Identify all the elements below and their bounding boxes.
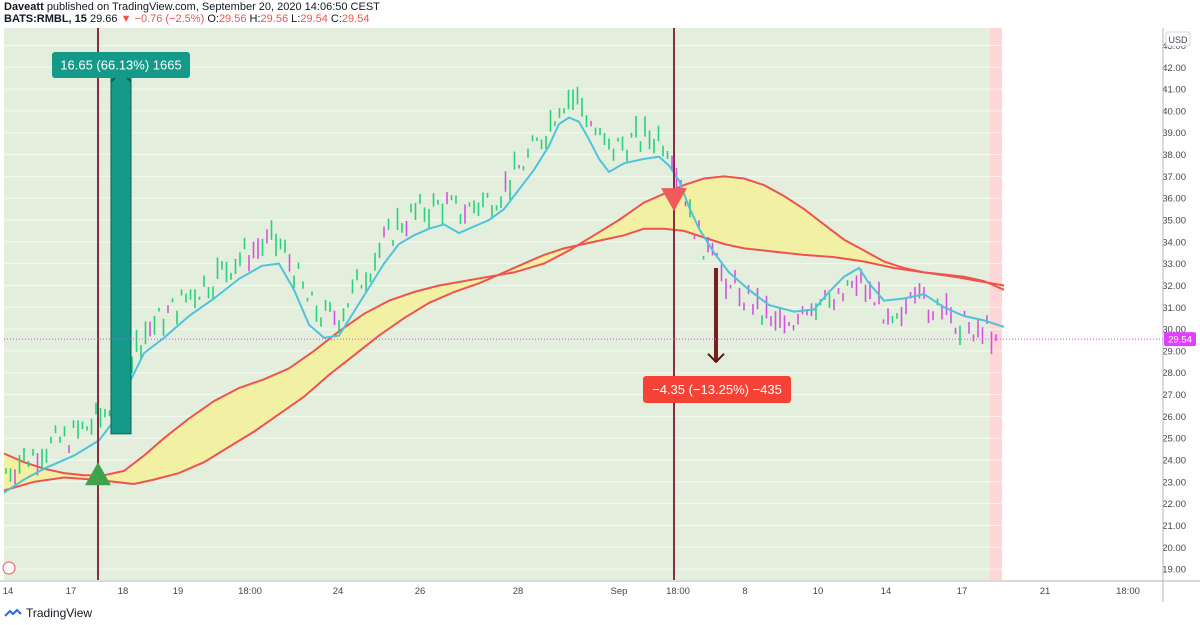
- y-tick-label: 34.00: [1162, 237, 1186, 248]
- upper-line: [3, 175, 1005, 477]
- publish-line: Daveatt published on TradingView.com, Se…: [4, 1, 380, 13]
- short-label-text: −4.35 (−13.25%) −435: [652, 382, 782, 397]
- x-tick-label: 21: [1040, 586, 1051, 597]
- y-tick-label: 30.00: [1162, 325, 1186, 336]
- tradingview-brand[interactable]: TradingView: [4, 606, 92, 620]
- y-tick-label: 20.00: [1162, 543, 1186, 554]
- cloud-fill: [4, 176, 1004, 491]
- y-tick-label: 23.00: [1162, 477, 1186, 488]
- y-tick-label: 26.00: [1162, 412, 1186, 423]
- y-tick-label: 28.00: [1162, 368, 1186, 379]
- long-label-text: 16.65 (66.13%) 1665: [60, 58, 181, 73]
- event-marker-icon: [2, 561, 16, 575]
- x-tick-label: 18:00: [1116, 586, 1140, 597]
- symbol-line: BATS:RMBL, 15 29.66 ▼ −0.76 (−2.5%) O:29…: [4, 13, 369, 25]
- y-tick-label: 37.00: [1162, 172, 1186, 183]
- last-price-tag: [1164, 332, 1196, 347]
- price-change: −0.76 (−2.5%): [134, 13, 205, 25]
- axes: 19.00 20.00 21.00 22.00 23.00 24.00 25.00 26.00…: [0, 28, 1200, 602]
- y-tick-label: 38.00: [1162, 150, 1186, 161]
- y-tick-label: 40.00: [1162, 106, 1186, 117]
- y-tick-label: 33.00: [1162, 259, 1186, 270]
- y-tick-label: 31.00: [1162, 303, 1186, 314]
- x-tick-label: 26: [415, 586, 426, 597]
- high-label: H:: [249, 13, 261, 25]
- fast-line: [3, 116, 1005, 494]
- y-tick-label: 41.00: [1162, 85, 1186, 96]
- low-value: 29.54: [300, 13, 328, 25]
- last-price-text: 29.54: [1168, 335, 1192, 346]
- x-tick-label: 8: [742, 586, 747, 597]
- open-value: 29.56: [218, 13, 247, 25]
- tradingview-logo-icon: [4, 608, 22, 617]
- publisher-name[interactable]: Daveatt: [4, 1, 44, 13]
- grid: [4, 44, 1163, 570]
- buy-marker-icon: [85, 462, 111, 486]
- y-tick-label: 35.00: [1162, 216, 1186, 227]
- high-value: 29.56: [260, 13, 289, 25]
- x-tick-label: 17: [957, 586, 968, 597]
- x-tick-label: Sep: [611, 586, 628, 597]
- exit-zone: [990, 28, 1002, 580]
- y-tick-label: 24.00: [1162, 456, 1186, 467]
- long-label-box: [52, 52, 190, 78]
- x-tick-label: 19: [173, 586, 184, 597]
- currency-label: USD: [1168, 35, 1188, 45]
- short-label-box: [643, 376, 791, 403]
- down-arrow-icon: ▼: [120, 13, 132, 25]
- x-tick-label: 14: [3, 586, 14, 597]
- y-tick-label: 29.00: [1162, 346, 1186, 357]
- low-label: L:: [291, 13, 301, 25]
- brand-name: TradingView: [26, 606, 93, 620]
- symbol-name: BATS:RMBL, 15: [4, 13, 87, 25]
- x-tick-label: 14: [881, 586, 892, 597]
- open-label: O:: [207, 13, 219, 25]
- close-label: C:: [330, 13, 342, 25]
- x-tick-label: 18: [118, 586, 129, 597]
- x-tick-label: 28: [513, 586, 524, 597]
- y-tick-label: 19.00: [1162, 565, 1186, 576]
- y-tick-label: 36.00: [1162, 194, 1186, 205]
- x-tick-label: 17: [66, 586, 77, 597]
- y-tick-label: 39.00: [1162, 128, 1186, 139]
- cloud-band: [3, 175, 1005, 492]
- y-tick-label: 27.00: [1162, 390, 1186, 401]
- long-profit-bar: [110, 71, 132, 435]
- trade-annotations: 16.65 (66.13%) 1665 −4.35 (−13.25%) −435: [52, 28, 791, 580]
- y-tick-label: 21.00: [1162, 521, 1186, 532]
- last-price: 29.66: [89, 13, 118, 25]
- y-tick-label: 32.00: [1162, 281, 1186, 292]
- publish-info: published on TradingView.com, September …: [46, 1, 380, 13]
- currency-box: [1165, 31, 1191, 47]
- y-tick-label: 42.00: [1162, 63, 1186, 74]
- y-tick-label: 22.00: [1162, 499, 1186, 510]
- close-value: 29.54: [341, 13, 370, 25]
- y-tick-label: 25.00: [1162, 434, 1186, 445]
- slow-line: [3, 227, 1005, 492]
- x-tick-label: 10: [813, 586, 824, 597]
- x-tick-label: 24: [333, 586, 344, 597]
- short-arrow-icon: [707, 353, 725, 364]
- fast-ma-line: [3, 116, 1005, 494]
- sell-marker-icon: [661, 188, 687, 212]
- x-tick-label: 18:00: [238, 586, 262, 597]
- x-tick-label: 18:00: [666, 586, 690, 597]
